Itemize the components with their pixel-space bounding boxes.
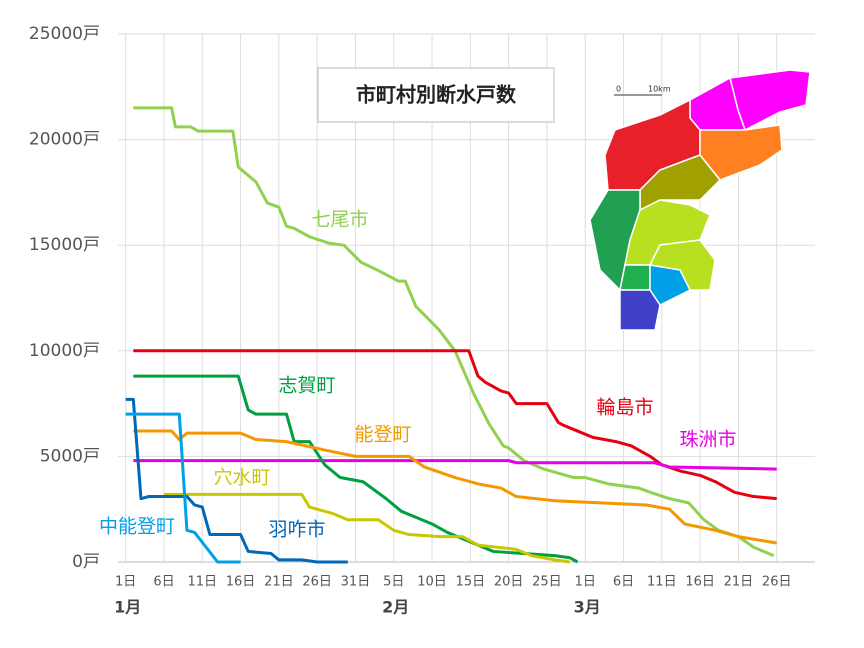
series-label: 羽咋市 [268, 519, 325, 541]
month-label: 1月 [114, 598, 141, 617]
month-label: 2月 [382, 598, 409, 617]
series-line [163, 492, 571, 564]
y-tick-label: 0戸 [72, 552, 100, 572]
x-tick-label: 16日 [226, 575, 256, 590]
x-tick-label: 16日 [685, 575, 715, 590]
x-tick-label: 26日 [762, 575, 792, 590]
series-label: 中能登町 [99, 516, 175, 538]
y-tick-label: 25000戸 [29, 24, 100, 44]
map [589, 69, 811, 331]
x-tick-label: 21日 [724, 575, 754, 590]
x-tick-label: 6日 [153, 575, 174, 590]
x-tick-label: 21日 [264, 575, 294, 590]
series-line [133, 459, 777, 471]
x-tick-label: 1日 [575, 575, 596, 590]
series-label: 能登町 [354, 424, 411, 446]
x-tick-label: 10日 [417, 575, 447, 590]
x-tick-label: 31日 [341, 575, 371, 590]
x-tick-label: 11日 [187, 575, 217, 590]
y-tick-label: 10000戸 [29, 341, 100, 361]
x-tick-label: 6日 [613, 575, 634, 590]
month-label: 3月 [574, 598, 601, 617]
map-scale-label: 0 [616, 85, 621, 94]
x-tick-label: 25日 [532, 575, 562, 590]
series-line [133, 106, 775, 558]
y-tick-label: 15000戸 [29, 235, 100, 255]
series-line [125, 397, 348, 564]
y-tick-label: 5000戸 [40, 446, 100, 466]
series-label: 穴水町 [213, 467, 270, 489]
series-line [133, 349, 777, 501]
series-label: 七尾市 [311, 209, 368, 231]
title-box [317, 67, 555, 123]
x-tick-label: 1日 [115, 575, 136, 590]
series-label: 珠洲市 [679, 429, 736, 451]
series-label: 輪島市 [596, 397, 653, 419]
lines [125, 106, 777, 564]
series-line [125, 412, 241, 564]
series-line [133, 429, 777, 545]
series-line [133, 374, 579, 564]
series-label: 志賀町 [278, 375, 335, 397]
x-tick-label: 26日 [302, 575, 332, 590]
chart-title: 市町村別断水戸数 [356, 83, 517, 107]
y-tick-label: 20000戸 [29, 130, 100, 150]
x-tick-label: 5日 [383, 575, 404, 590]
x-tick-label: 11日 [647, 575, 677, 590]
x-tick-label: 20日 [494, 575, 524, 590]
map-scale-label: 10km [648, 85, 671, 94]
x-tick-label: 15日 [456, 575, 486, 590]
